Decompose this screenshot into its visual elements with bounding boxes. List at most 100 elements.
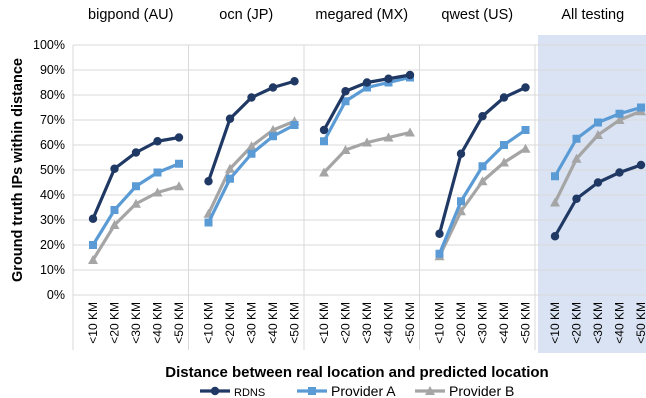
data-point-provider-b xyxy=(520,143,531,153)
x-tick-label: <40 KM xyxy=(613,302,627,344)
data-point-provider-a xyxy=(637,103,645,112)
data-point-rdns xyxy=(225,114,235,123)
data-point-rdns xyxy=(204,177,213,186)
x-tick-label: <20 KM xyxy=(223,302,237,344)
data-point-provider-b xyxy=(614,115,625,124)
data-point-rdns xyxy=(478,112,487,121)
data-point-provider-b xyxy=(499,157,509,167)
panel-title: megared (MX) xyxy=(315,7,408,23)
x-tick-label: <50 KM xyxy=(288,302,302,344)
data-point-provider-a xyxy=(89,241,97,249)
x-tick-label: <20 KM xyxy=(339,302,353,344)
data-point-provider-a xyxy=(175,159,183,168)
x-tick-label: <30 KM xyxy=(591,302,605,344)
data-point-provider-a xyxy=(363,83,371,92)
data-point-rdns xyxy=(572,194,581,203)
data-point-provider-a xyxy=(110,206,119,214)
data-point-provider-a xyxy=(457,197,465,206)
data-point-provider-a xyxy=(290,121,299,129)
data-point-provider-a xyxy=(226,174,234,183)
y-tick-label: 100% xyxy=(33,38,65,52)
data-point-provider-b xyxy=(550,197,560,207)
x-tick-label: <20 KM xyxy=(570,302,584,344)
legend-label-rdns: RDNS xyxy=(234,387,265,398)
data-point-provider-b xyxy=(109,220,120,229)
legend-marker-rdns xyxy=(210,386,220,396)
x-tick-label: <30 KM xyxy=(245,302,259,344)
data-point-rdns xyxy=(435,229,444,238)
data-point-provider-b xyxy=(405,127,415,137)
data-point-provider-b xyxy=(571,153,582,163)
x-tick-label: <30 KM xyxy=(476,302,490,344)
series-line-rdns xyxy=(437,86,527,235)
x-tick-label: <30 KM xyxy=(129,302,143,344)
x-tick-label: <20 KM xyxy=(454,302,468,344)
data-point-provider-a xyxy=(478,162,487,171)
x-tick-label: <40 KM xyxy=(497,302,511,344)
data-point-provider-b xyxy=(225,163,235,173)
data-point-rdns xyxy=(174,133,184,142)
data-point-provider-a xyxy=(615,109,624,118)
y-tick-label: 10% xyxy=(40,263,65,277)
data-point-rdns xyxy=(593,178,603,187)
y-tick-label: 0% xyxy=(47,288,65,302)
legend-marker-provider-a xyxy=(308,387,316,395)
x-tick-label: <10 KM xyxy=(548,302,562,344)
x-axis-title: Distance between real location and predi… xyxy=(165,364,548,381)
data-point-provider-a xyxy=(204,218,213,227)
data-point-rdns xyxy=(319,125,329,135)
legend-label-provider-a: Provider A xyxy=(331,383,396,398)
panel-title: All testing xyxy=(561,7,624,23)
y-tick-label: 30% xyxy=(40,213,65,227)
x-tick-label: <20 KM xyxy=(108,302,122,344)
x-tick-label: <30 KM xyxy=(360,302,374,344)
y-tick-label: 50% xyxy=(40,163,65,177)
data-point-rdns xyxy=(153,137,162,146)
data-point-rdns xyxy=(131,148,141,157)
x-tick-label: <50 KM xyxy=(519,302,533,344)
highlight-panel-background xyxy=(538,35,646,353)
y-tick-label: 40% xyxy=(40,188,65,202)
y-tick-label: 80% xyxy=(40,88,65,102)
data-point-provider-b xyxy=(362,137,372,147)
data-point-provider-a xyxy=(435,249,444,258)
data-point-provider-b xyxy=(174,181,184,191)
data-point-rdns xyxy=(247,93,256,102)
data-point-provider-a xyxy=(269,132,277,141)
y-tick-label: 60% xyxy=(40,138,65,152)
data-point-provider-a xyxy=(320,137,328,146)
y-axis-title: Ground truth IPs within distance xyxy=(10,58,26,282)
data-point-rdns xyxy=(615,168,624,177)
panel-title: bigpond (AU) xyxy=(88,7,173,23)
data-point-provider-a xyxy=(500,141,508,149)
x-tick-label: <40 KM xyxy=(382,302,396,344)
data-point-rdns xyxy=(550,232,560,241)
data-point-provider-b xyxy=(319,167,329,177)
y-tick-label: 90% xyxy=(40,63,65,77)
data-point-rdns xyxy=(405,70,415,80)
data-point-rdns xyxy=(521,83,530,92)
data-point-provider-b xyxy=(593,130,603,139)
data-point-provider-a xyxy=(247,149,256,158)
x-tick-label: <10 KM xyxy=(317,302,331,344)
data-point-provider-a xyxy=(341,97,350,106)
data-point-rdns xyxy=(384,74,393,83)
data-point-provider-b xyxy=(131,198,141,208)
x-tick-label: <40 KM xyxy=(151,302,165,344)
panel-title: ocn (JP) xyxy=(219,7,273,23)
x-tick-label: <10 KM xyxy=(86,302,100,344)
y-tick-label: 20% xyxy=(40,238,65,252)
data-point-provider-a xyxy=(572,134,581,143)
data-point-rdns xyxy=(362,78,372,87)
data-point-provider-b xyxy=(88,255,98,264)
data-point-provider-b xyxy=(477,176,488,186)
data-point-provider-a xyxy=(153,168,162,177)
data-point-provider-b xyxy=(340,145,351,154)
x-tick-label: <40 KM xyxy=(266,302,280,344)
x-tick-label: <50 KM xyxy=(403,302,417,344)
legend-label-provider-b: Provider B xyxy=(449,383,514,398)
data-point-provider-a xyxy=(132,182,140,191)
data-point-provider-b xyxy=(268,125,278,134)
panel-title: qwest (US) xyxy=(441,7,513,23)
